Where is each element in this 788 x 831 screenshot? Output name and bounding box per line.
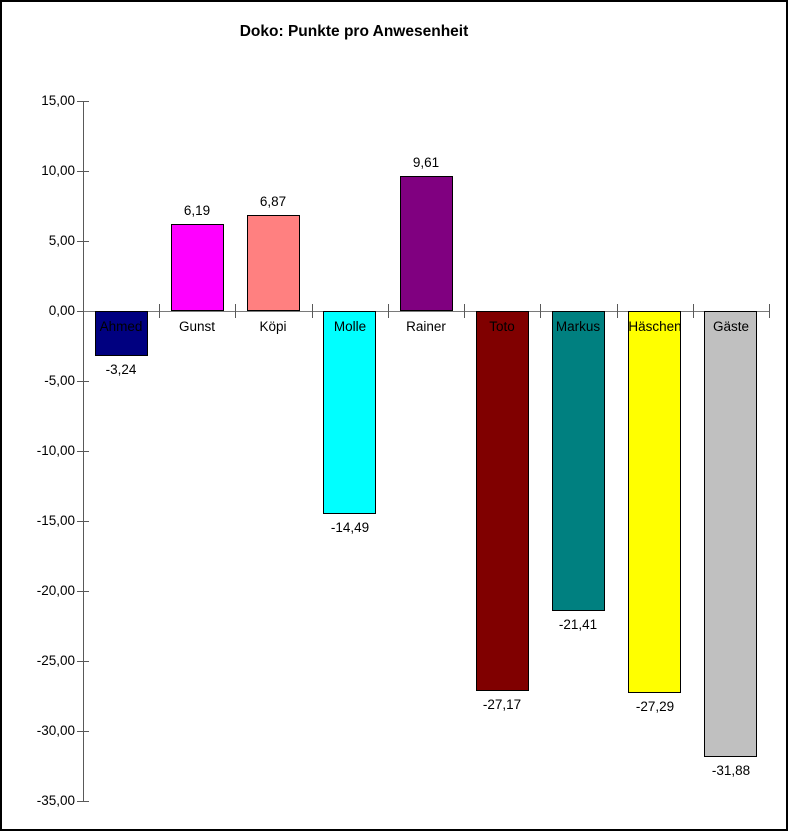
y-axis-tick [77,451,89,452]
bar-ahmed [95,311,148,356]
bar-h-schen [628,311,681,693]
bar-g-ste [704,311,757,757]
category-label: Toto [489,319,515,334]
category-label: Ahmed [99,319,143,334]
value-label: 6,19 [183,203,211,218]
value-label: -31,88 [711,763,751,778]
category-axis-tick [159,304,160,318]
y-axis-tick-label: -35,00 [36,793,75,808]
value-label: -27,17 [482,697,522,712]
value-label: -21,41 [558,617,598,632]
y-axis-tick [77,661,89,662]
category-axis-tick [464,304,465,318]
category-axis-tick [83,304,84,318]
bar-toto [476,311,529,691]
category-axis-tick [693,304,694,318]
value-label: -3,24 [105,362,137,377]
y-axis-tick [77,591,89,592]
category-label: Häschen [628,319,682,334]
bar-gunst [171,224,224,311]
chart-title: Doko: Punkte pro Anwesenheit [239,23,469,40]
bar-rainer [400,176,453,311]
category-label: Gäste [712,319,750,334]
category-axis-tick [540,304,541,318]
category-axis-tick [235,304,236,318]
y-axis-tick [77,171,89,172]
category-label: Molle [333,319,367,334]
y-axis-tick [77,801,89,802]
category-label: Rainer [406,319,446,334]
category-label: Gunst [178,319,216,334]
category-axis-tick [617,304,618,318]
value-label: 6,87 [259,194,287,209]
category-axis-tick [769,304,770,318]
value-label: 9,61 [412,155,440,170]
y-axis-tick [77,241,89,242]
y-axis-tick-label: -25,00 [36,653,75,668]
y-axis-tick-label: -20,00 [36,583,75,598]
y-axis-tick [77,521,89,522]
bar-molle [323,311,376,514]
y-axis-tick-label: -30,00 [36,723,75,738]
category-label: Köpi [259,319,287,334]
value-label: -14,49 [330,520,370,535]
y-axis-tick-label: 15,00 [41,93,75,108]
y-axis-tick-label: -15,00 [36,513,75,528]
y-axis-tick-label: -10,00 [36,443,75,458]
bar-k-pi [247,215,300,311]
bar-markus [552,311,605,611]
category-axis-tick [312,304,313,318]
y-axis-tick-label: 5,00 [48,233,75,248]
y-axis-tick-label: -5,00 [44,373,75,388]
value-label: -27,29 [635,699,675,714]
y-axis-tick-label: 10,00 [41,163,75,178]
category-axis [83,311,769,312]
y-axis-tick-label: 0,00 [48,303,75,318]
y-axis-tick [77,101,89,102]
y-axis-tick [77,731,89,732]
category-label: Markus [555,319,601,334]
y-axis-tick [77,381,89,382]
category-axis-tick [388,304,389,318]
